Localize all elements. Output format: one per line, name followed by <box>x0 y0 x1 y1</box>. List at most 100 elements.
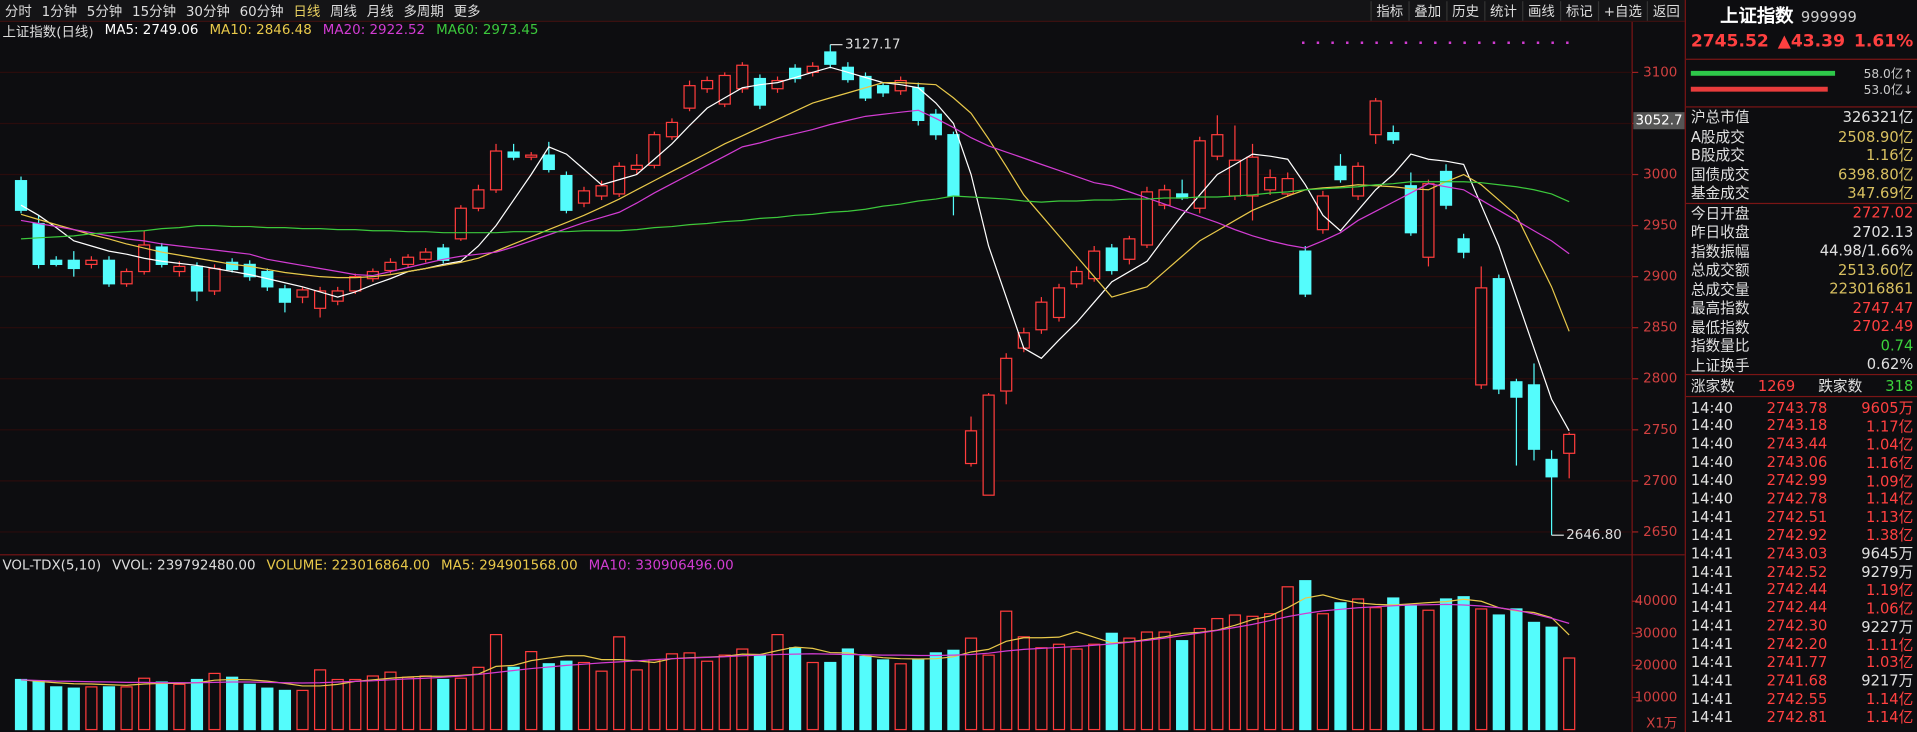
candle-body <box>1088 250 1101 280</box>
candle-body <box>85 259 98 265</box>
trade-time: 14:41 <box>1690 526 1734 544</box>
tool-button[interactable]: 叠加 <box>1408 0 1446 21</box>
volume-bar <box>753 654 767 731</box>
trade-time: 14:41 <box>1690 599 1734 617</box>
trade-volume: 1.06亿 <box>1865 599 1914 617</box>
volume-bar <box>1457 596 1470 731</box>
breadth-value: 318 <box>1885 376 1914 395</box>
volume-legend: VOL-TDX(5,10) VVOL: 239792480.00 VOLUME: 2… <box>2 557 733 573</box>
volume-bar <box>630 669 643 731</box>
trade-volume: 1.17亿 <box>1865 417 1914 435</box>
legend-entry: MA10: 2846.48 <box>209 21 312 38</box>
trade-volume: 1.09亿 <box>1865 472 1914 490</box>
trade-row: 14:40 2743.78 9605万 <box>1686 397 1917 417</box>
volume-bar <box>736 648 749 731</box>
stat-label: 总成交额 <box>1690 261 1750 279</box>
stat-label: 最高指数 <box>1690 299 1750 317</box>
volume-bar <box>120 686 133 731</box>
tool-buttons: 指标 叠加 历史 统计 画线 标记 +自选 返回 <box>1370 0 1685 21</box>
trade-time: 14:41 <box>1690 690 1734 708</box>
period-tab[interactable]: 5分钟 <box>86 3 123 19</box>
tool-button[interactable]: +自选 <box>1597 0 1647 21</box>
period-tab[interactable]: 多周期 <box>403 3 444 19</box>
stat-row: 总成交额 2513.60亿 <box>1686 260 1917 279</box>
quote-change: ▲43.39 <box>1777 31 1846 52</box>
tool-button[interactable]: 标记 <box>1559 0 1598 21</box>
flow-bars: 58.0亿↑ 53.0亿↓ <box>1685 60 1917 108</box>
trade-time: 14:40 <box>1690 435 1734 453</box>
stat-row: 总成交量 223016861 <box>1686 279 1917 298</box>
volume-bar <box>1439 598 1453 731</box>
stat-row: 指数振幅 44.98/1.66% <box>1686 241 1917 260</box>
candle-body <box>630 164 643 171</box>
trade-price: 2742.44 <box>1766 599 1828 617</box>
trade-price: 2743.78 <box>1766 398 1828 417</box>
period-tab[interactable]: 更多 <box>453 3 481 19</box>
period-tab[interactable]: 60分钟 <box>239 3 284 19</box>
volume-bar <box>1052 643 1066 731</box>
y-tick-label: 2700 <box>1643 474 1677 489</box>
annotation: 2646.80 <box>1566 528 1622 543</box>
tool-button[interactable]: 画线 <box>1521 0 1560 21</box>
volume-bar <box>243 683 256 731</box>
volume-bar <box>1140 631 1154 731</box>
volume-bar <box>1351 598 1365 731</box>
candle-body <box>947 134 960 197</box>
volume-ma-line <box>21 603 1570 684</box>
candle-body <box>771 79 784 90</box>
y-tick-label: 40000 <box>1635 594 1678 609</box>
candle-body <box>595 185 608 197</box>
trade-volume: 1.38亿 <box>1865 526 1914 545</box>
tool-button[interactable]: 指标 <box>1370 0 1408 21</box>
trade-price: 2742.55 <box>1766 690 1828 708</box>
volume-bar <box>1263 613 1277 731</box>
volume-bar <box>1563 657 1576 731</box>
stat-row: 今日开盘 2727.02 <box>1685 202 1917 223</box>
period-tab[interactable]: 周线 <box>330 3 357 19</box>
trade-time: 14:41 <box>1690 653 1734 671</box>
candle-body <box>1263 176 1277 191</box>
trade-volume: 1.13亿 <box>1865 508 1914 526</box>
tool-button[interactable]: 返回 <box>1646 0 1685 21</box>
candle-body <box>1387 132 1400 141</box>
trade-volume: 9645万 <box>1861 545 1914 563</box>
volume-bar <box>947 649 960 731</box>
period-tab[interactable]: 1分钟 <box>41 3 78 19</box>
trade-row: 14:40 2743.44 1.04亿 <box>1686 434 1917 454</box>
candle-body <box>67 259 80 270</box>
trade-time: 14:40 <box>1690 398 1734 417</box>
period-tab[interactable]: 分时 <box>4 3 32 19</box>
volume-bar <box>577 661 591 731</box>
volume-bar <box>982 654 995 731</box>
candle-body <box>577 190 591 204</box>
trade-volume: 1.04亿 <box>1865 436 1914 454</box>
candle-body <box>155 246 168 265</box>
volume-bar <box>138 677 151 731</box>
tool-button[interactable]: 历史 <box>1446 0 1484 21</box>
period-tab[interactable]: 30分钟 <box>185 3 230 19</box>
ma-line <box>20 66 1570 432</box>
period-tab[interactable]: 月线 <box>366 3 394 19</box>
quote-pct: 1.61% <box>1853 31 1914 52</box>
candle-body <box>1404 185 1417 234</box>
volume-bar <box>331 678 344 731</box>
trade-row: 14:41 2743.03 9645万 <box>1686 543 1917 563</box>
candle-body <box>525 154 538 158</box>
period-tab[interactable]: 15分钟 <box>132 3 177 19</box>
candle-body <box>243 263 256 278</box>
trade-volume: 9279万 <box>1861 563 1914 581</box>
trade-time: 14:41 <box>1690 635 1734 653</box>
quote-name: 上证指数 <box>1720 4 1794 27</box>
breadth-row: 涨家数 1269 跌家数 318 <box>1685 373 1917 398</box>
candle-body <box>701 79 714 90</box>
period-tab[interactable]: 日线 <box>293 3 321 19</box>
volume-bar <box>437 678 450 731</box>
volume-bar <box>155 681 168 731</box>
tool-button[interactable]: 统计 <box>1483 0 1522 21</box>
trade-time: 14:40 <box>1690 417 1734 435</box>
stat-label: B股成交 <box>1690 146 1745 165</box>
y-tick-label: 2850 <box>1643 321 1677 336</box>
volume-bar <box>1527 621 1541 731</box>
candle-body <box>1369 100 1382 136</box>
stat-label: 今日开盘 <box>1690 204 1750 223</box>
